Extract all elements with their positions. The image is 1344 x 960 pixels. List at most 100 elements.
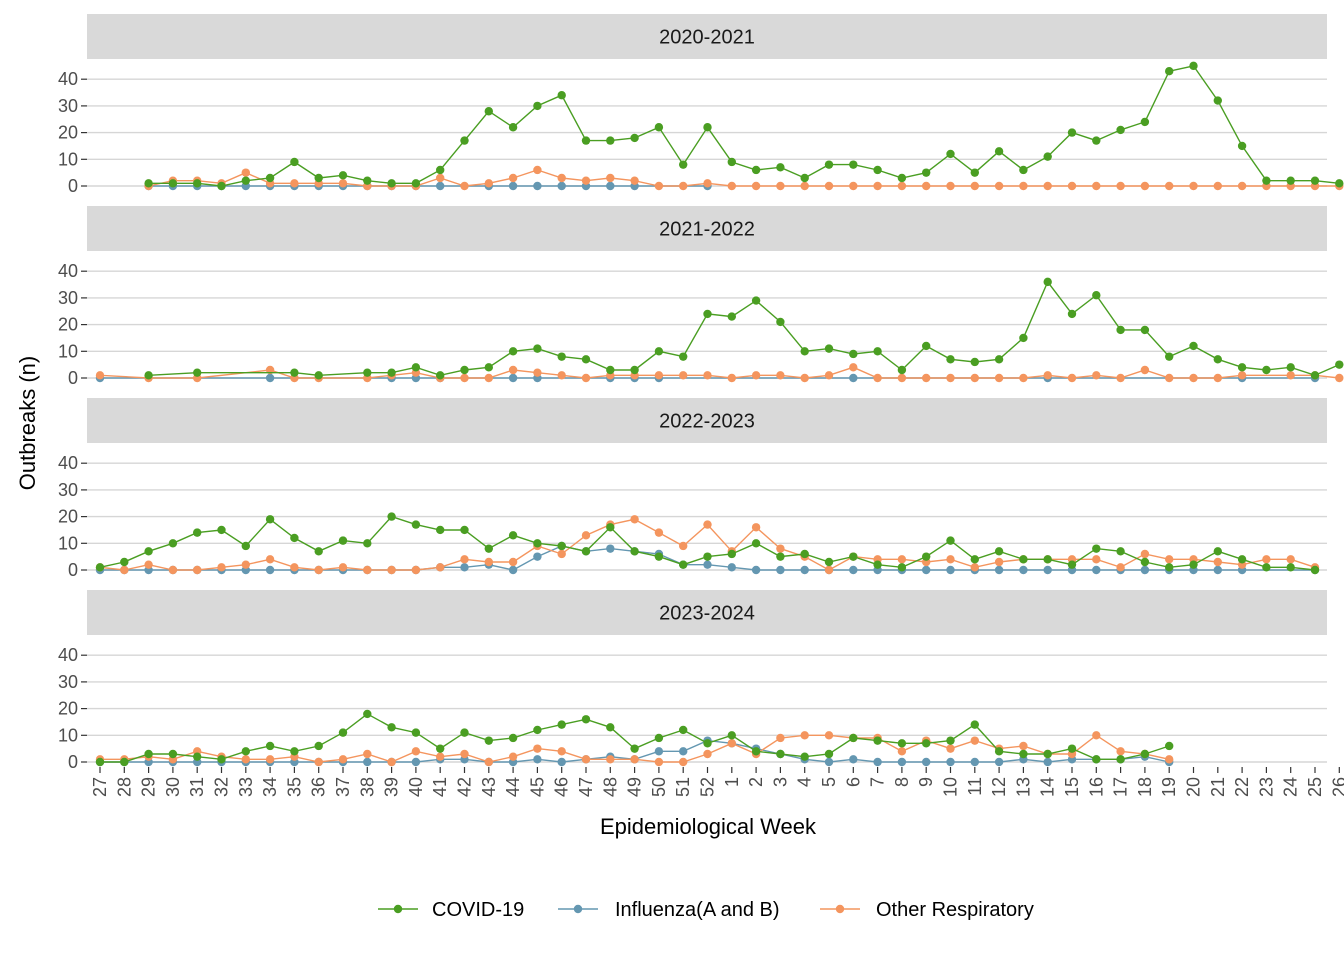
series-line (148, 65, 1340, 187)
data-point (1019, 373, 1028, 383)
data-point (1092, 291, 1101, 300)
data-point (630, 755, 639, 764)
data-point (460, 365, 469, 375)
data-point (1165, 352, 1174, 361)
data-point (168, 179, 178, 188)
x-tick-label: 9 (916, 777, 936, 787)
data-point (144, 179, 153, 188)
data-point (703, 552, 712, 561)
data-point (557, 173, 566, 183)
data-point (1213, 355, 1223, 364)
data-point (606, 755, 615, 764)
data-point (703, 309, 712, 319)
x-tick-label: 27 (90, 777, 110, 797)
data-point (363, 565, 372, 575)
series-covid-19 (144, 277, 1344, 380)
data-point (1092, 544, 1101, 553)
data-point (144, 749, 153, 759)
data-point (1237, 363, 1247, 372)
data-point (751, 296, 761, 305)
data-point (1043, 152, 1052, 161)
data-point (363, 749, 372, 759)
data-point (508, 373, 518, 383)
data-point (95, 563, 105, 572)
data-point (436, 165, 445, 175)
data-point (290, 368, 299, 377)
data-point (873, 181, 882, 191)
series-line (100, 713, 1170, 763)
data-point (363, 368, 372, 377)
data-point (1043, 181, 1052, 191)
data-point (727, 181, 736, 191)
data-point (338, 755, 348, 764)
data-point (849, 565, 858, 575)
data-point (946, 355, 955, 364)
x-tick-label: 1 (722, 777, 742, 787)
data-point (946, 555, 955, 564)
data-point (922, 565, 931, 575)
x-tick-label: 18 (1135, 777, 1155, 797)
panel-strip (87, 398, 1327, 443)
data-point (679, 371, 688, 380)
x-tick-label: 14 (1038, 777, 1058, 797)
data-point (970, 555, 979, 564)
data-point (994, 181, 1004, 191)
data-point (1286, 176, 1295, 185)
data-point (606, 181, 615, 191)
panel-strip (87, 590, 1327, 635)
data-point (800, 347, 809, 356)
data-point (1165, 66, 1174, 76)
data-point (193, 368, 202, 377)
data-point (946, 536, 955, 545)
data-point (1019, 749, 1028, 759)
data-point (873, 165, 882, 175)
x-axis: 27 28 29 30 31 32 33 34 35 36 37 38 39 40 41 42 43 44 45 46… (90, 767, 1344, 797)
data-point (970, 720, 979, 729)
data-point (1310, 565, 1320, 575)
data-point (824, 757, 834, 767)
data-point (387, 723, 396, 732)
data-point (1165, 181, 1174, 191)
data-point (824, 749, 834, 759)
data-point (606, 523, 615, 532)
data-point (1140, 749, 1150, 759)
data-point (1116, 747, 1125, 756)
data-point (1140, 565, 1150, 575)
data-point (606, 173, 615, 183)
data-point (508, 531, 518, 540)
data-point (436, 525, 445, 535)
x-tick-label: 20 (1184, 777, 1204, 797)
data-point (314, 757, 323, 767)
data-point (338, 728, 348, 737)
data-point (363, 176, 372, 185)
data-point (873, 736, 882, 745)
data-point (824, 160, 834, 169)
data-point (363, 709, 372, 719)
data-point (1237, 141, 1247, 151)
data-point (849, 373, 858, 383)
data-point (994, 355, 1004, 364)
data-point (338, 179, 348, 188)
data-point (849, 349, 858, 359)
data-point (1092, 731, 1101, 740)
data-point (1189, 61, 1198, 71)
data-point (703, 520, 712, 529)
data-point (1043, 371, 1052, 380)
data-point (1043, 757, 1052, 767)
x-tick-label: 28 (114, 777, 134, 797)
data-point (1189, 341, 1198, 351)
data-point (849, 181, 858, 191)
panels-group: 2020-20210102030402021-20220102030402022… (58, 14, 1344, 772)
data-point (897, 365, 907, 375)
y-tick-label: 20 (58, 699, 78, 719)
x-tick-label: 50 (649, 777, 669, 797)
data-point (776, 181, 785, 191)
data-point (508, 557, 518, 567)
x-tick-label: 52 (698, 777, 718, 797)
data-point (1092, 565, 1101, 575)
data-point (1116, 325, 1125, 335)
y-tick-label: 10 (58, 533, 78, 553)
data-point (581, 136, 591, 145)
data-point (460, 728, 469, 737)
data-point (1286, 363, 1295, 372)
